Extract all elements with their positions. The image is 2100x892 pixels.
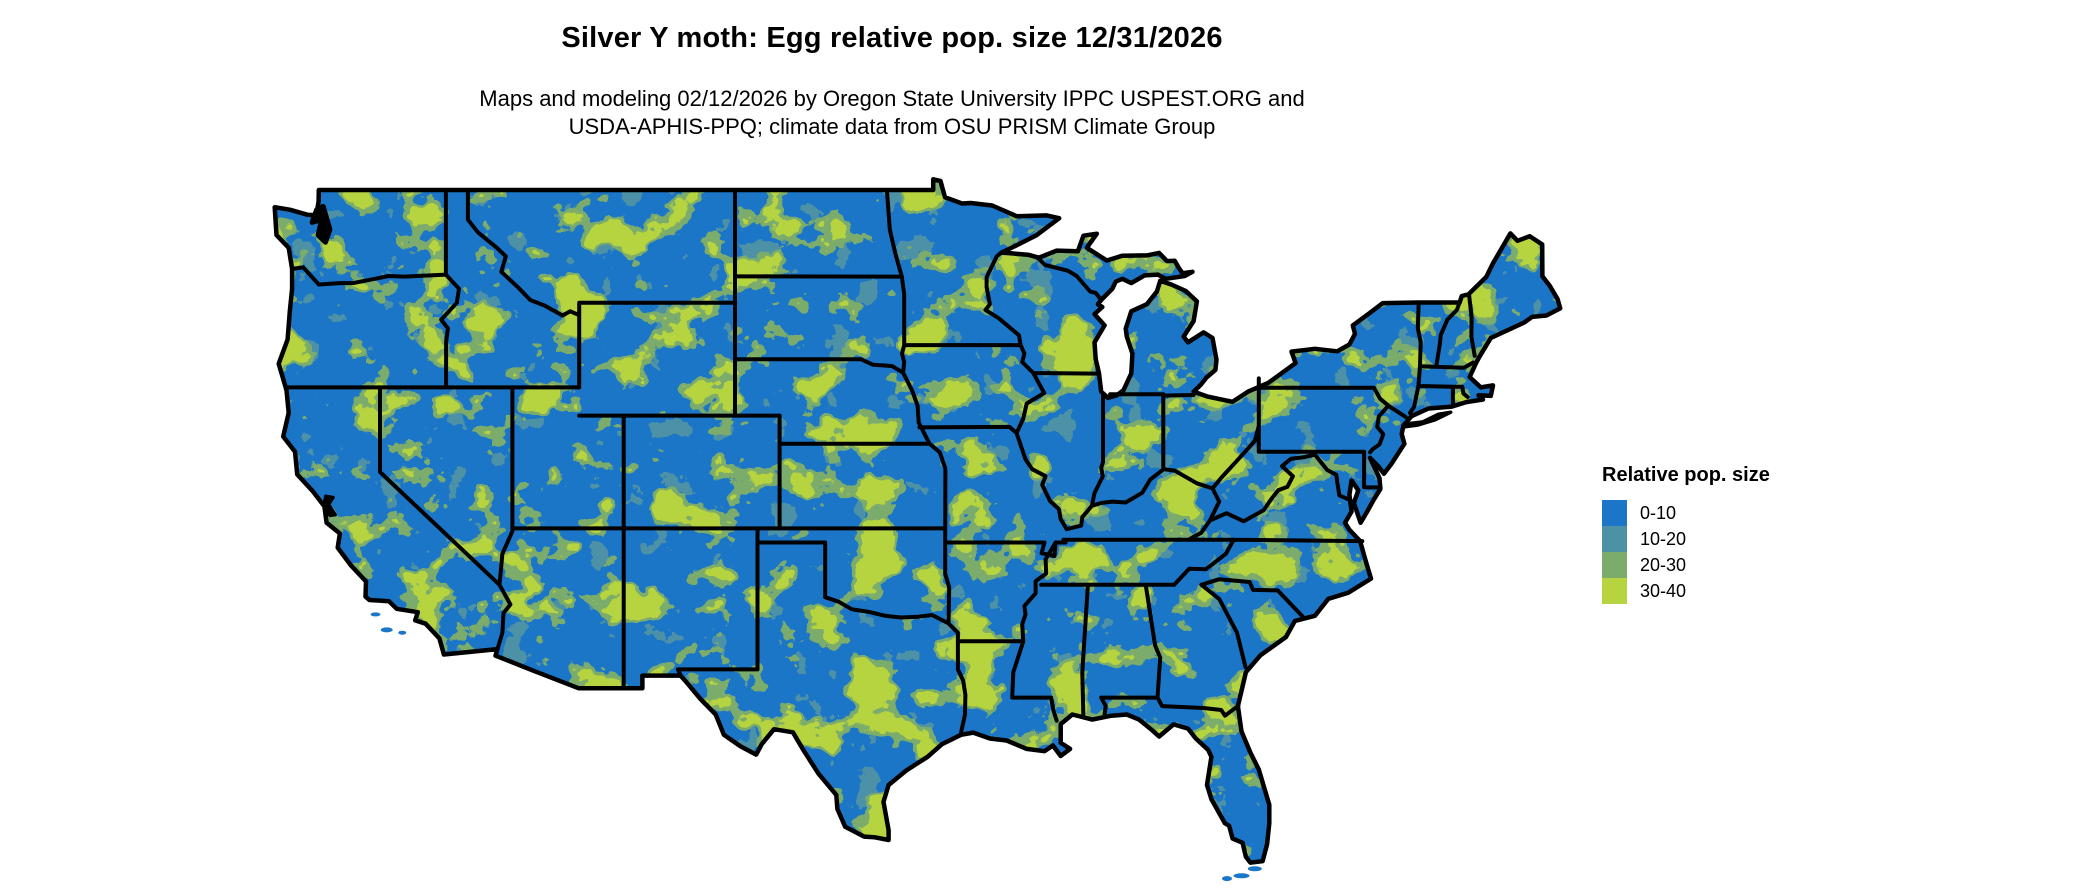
coastal-island	[1222, 876, 1232, 882]
coastal-island	[380, 627, 393, 633]
subtitle-line-2: USDA-APHIS-PPQ; climate data from OSU PR…	[568, 114, 1216, 139]
san-francisco-bay-detail	[322, 494, 337, 518]
coastal-island	[1247, 866, 1262, 872]
legend-item-label: 0-10	[1640, 503, 1677, 523]
legend-item-label: 30-40	[1640, 581, 1687, 601]
map-legend: Relative pop. size 0-10 10-20 20-30 30-40	[1602, 464, 1770, 604]
raster-layers	[274, 179, 1561, 863]
puget-sound-detail	[309, 203, 333, 245]
legend-swatch	[1602, 526, 1627, 552]
coastal-island	[398, 630, 407, 635]
state-borders	[284, 188, 1477, 735]
long-island	[1402, 410, 1453, 429]
legend-swatch	[1602, 578, 1627, 604]
legend-swatch	[1602, 500, 1627, 526]
legend-item: 30-40	[1602, 578, 1770, 604]
legend-item-label: 20-30	[1640, 555, 1687, 575]
legend-item-label: 10-20	[1640, 529, 1687, 549]
legend-item: 10-20	[1602, 526, 1770, 552]
subtitle-line-1: Maps and modeling 02/12/2026 by Oregon S…	[479, 86, 1305, 111]
coastal-island	[1233, 873, 1250, 879]
legend-item: 20-30	[1602, 552, 1770, 578]
legend-title: Relative pop. size	[1602, 464, 1770, 486]
legend-swatch	[1602, 552, 1627, 578]
raster-yellow-layer	[274, 179, 1561, 863]
legend-item: 0-10	[1602, 500, 1770, 526]
figure-title: Silver Y moth: Egg relative pop. size 12…	[561, 22, 1223, 54]
legend-items: 0-10 10-20 20-30 30-40	[1602, 500, 1770, 604]
figure-subtitle: Maps and modeling 02/12/2026 by Oregon S…	[0, 85, 1784, 141]
us-outline	[272, 177, 1563, 865]
coastal-island	[370, 612, 381, 617]
